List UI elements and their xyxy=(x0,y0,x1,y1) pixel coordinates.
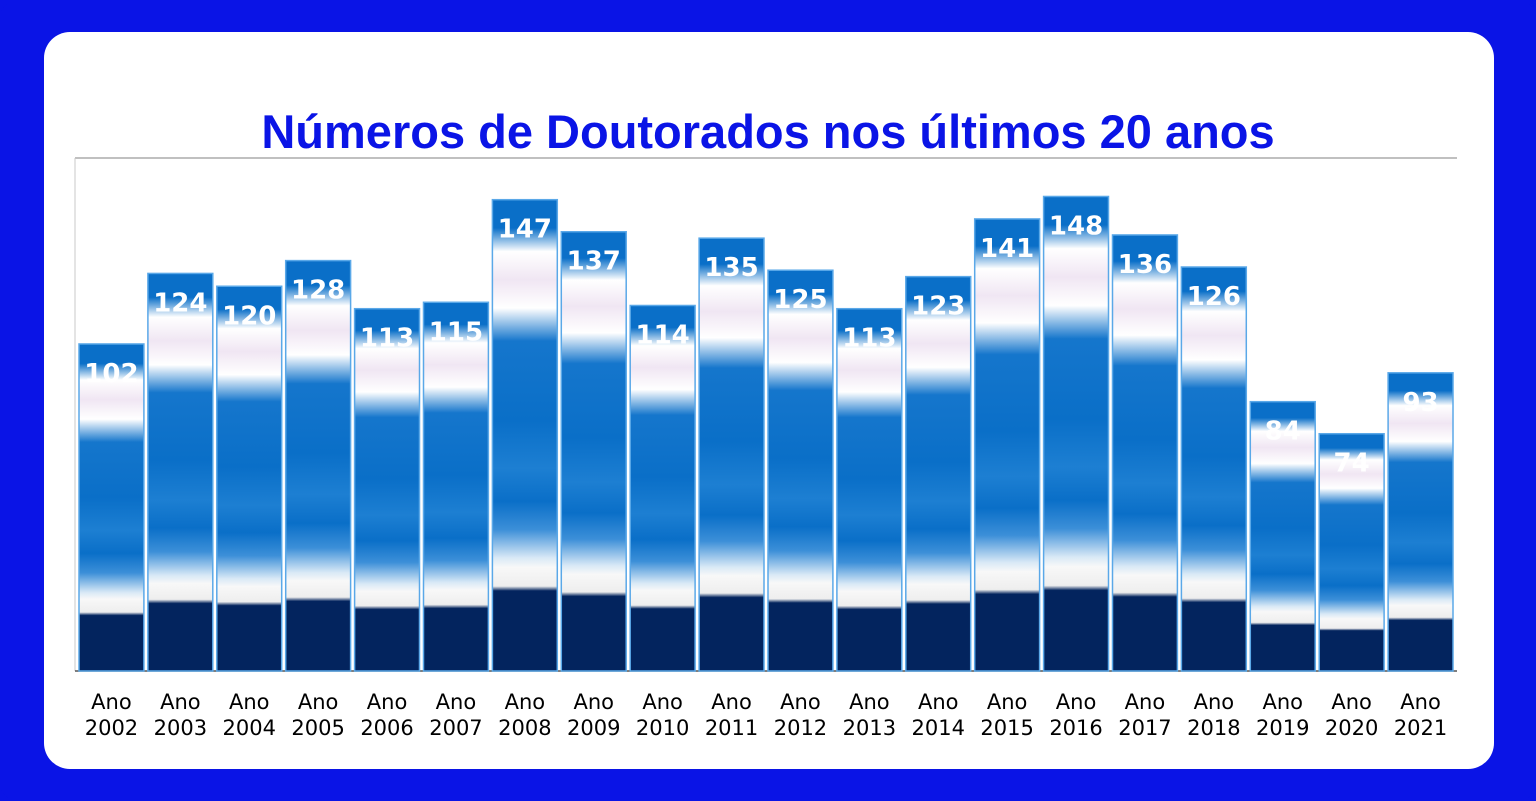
data-label-1: 102 xyxy=(84,359,138,389)
bar-3 xyxy=(216,285,283,672)
x-tick-label-18: Ano 2019 xyxy=(1256,690,1309,740)
data-label-17: 126 xyxy=(1187,282,1241,312)
x-tick-label-14: Ano 2015 xyxy=(980,690,1033,740)
data-label-20: 93 xyxy=(1402,388,1438,418)
data-label-2: 124 xyxy=(153,288,207,318)
data-label-13: 123 xyxy=(911,292,965,322)
data-label-3: 120 xyxy=(222,301,276,331)
bar-7 xyxy=(491,198,559,672)
x-tick-label-17: Ano 2018 xyxy=(1187,690,1240,740)
x-tick-label-5: Ano 2006 xyxy=(360,690,413,740)
x-tick-label-11: Ano 2012 xyxy=(774,690,827,740)
bar-5 xyxy=(353,307,421,672)
x-tick-label-19: Ano 2020 xyxy=(1325,690,1378,740)
data-label-16: 136 xyxy=(1118,250,1172,280)
bar-4 xyxy=(284,259,352,672)
x-tick-label-8: Ano 2009 xyxy=(567,690,620,740)
data-label-8: 137 xyxy=(567,247,621,277)
data-label-7: 147 xyxy=(498,215,552,245)
bar-8 xyxy=(560,230,627,672)
data-label-9: 114 xyxy=(636,320,690,350)
bar-1 xyxy=(78,343,145,672)
chart-title: Números de Doutorados nos últimos 20 ano… xyxy=(261,105,1275,158)
bar-15 xyxy=(1042,195,1110,672)
x-tick-label-4: Ano 2005 xyxy=(291,690,344,740)
bar-12 xyxy=(836,307,903,672)
data-label-10: 135 xyxy=(704,253,758,283)
bar-16 xyxy=(1111,234,1179,672)
bar-14 xyxy=(973,218,1041,672)
data-label-12: 113 xyxy=(842,324,896,354)
data-label-4: 128 xyxy=(291,276,345,306)
bar-19 xyxy=(1318,432,1385,672)
data-label-15: 148 xyxy=(1049,211,1103,241)
data-label-11: 125 xyxy=(773,285,827,315)
x-tick-label-10: Ano 2011 xyxy=(705,690,758,740)
x-tick-label-7: Ano 2008 xyxy=(498,690,551,740)
data-label-14: 141 xyxy=(980,234,1034,264)
data-label-19: 74 xyxy=(1334,449,1370,479)
x-tick-label-3: Ano 2004 xyxy=(223,690,276,740)
bar-13 xyxy=(905,275,972,672)
x-tick-label-13: Ano 2014 xyxy=(912,690,965,740)
x-tick-label-16: Ano 2017 xyxy=(1118,690,1171,740)
bar-2 xyxy=(147,272,214,672)
bar-18 xyxy=(1249,400,1316,672)
x-tick-label-12: Ano 2013 xyxy=(843,690,896,740)
data-label-6: 115 xyxy=(429,317,483,347)
x-tick-label-15: Ano 2016 xyxy=(1049,690,1102,740)
data-label-5: 113 xyxy=(360,324,414,354)
x-tick-label-1: Ano 2002 xyxy=(85,690,138,740)
bar-17 xyxy=(1180,266,1248,672)
data-label-18: 84 xyxy=(1265,417,1301,447)
x-tick-label-20: Ano 2021 xyxy=(1394,690,1447,740)
bar-11 xyxy=(767,269,834,672)
bar-10 xyxy=(698,237,765,672)
bar-20 xyxy=(1387,372,1454,672)
x-tick-label-6: Ano 2007 xyxy=(429,690,482,740)
x-tick-label-9: Ano 2010 xyxy=(636,690,689,740)
bar-6 xyxy=(422,301,490,672)
x-tick-label-2: Ano 2003 xyxy=(154,690,207,740)
bar-9 xyxy=(629,304,696,672)
